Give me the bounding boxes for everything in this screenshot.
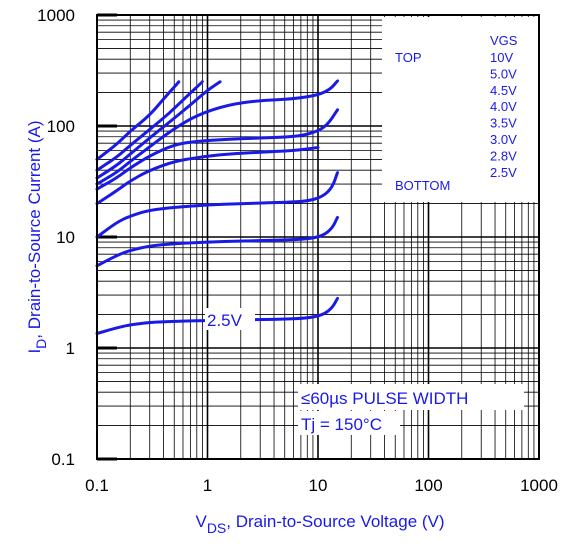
x-tick-label: 0.1 (85, 476, 109, 495)
legend-bottom-label: BOTTOM (395, 178, 450, 193)
y-axis-title-sub: D (33, 339, 49, 349)
curve-label: 2.5V (207, 311, 243, 330)
x-tick-label: 100 (414, 476, 442, 495)
y-tick-label: 100 (47, 117, 75, 136)
series-line-4-5v (95, 80, 222, 180)
legend-heading: VGS (490, 33, 518, 48)
series-group (95, 79, 339, 335)
legend-entry: 4.5V (490, 83, 517, 98)
x-axis-title-sub: DS (207, 520, 226, 536)
temperature-annotation: Tj = 150°C (301, 415, 382, 434)
x-axis-title: VDS, Drain-to-Source Voltage (V) (195, 512, 444, 536)
pulse-width-annotation: ≤60µs PULSE WIDTH (301, 389, 468, 408)
y-tick-label: 1000 (37, 6, 75, 25)
x-axis-title-main: V (195, 512, 207, 531)
legend-entry: 10V (490, 50, 513, 65)
legend-entry: 5.0V (490, 66, 517, 81)
x-tick-label: 10 (309, 476, 328, 495)
legend-entry: 4.0V (490, 99, 517, 114)
x-tick-label: 1000 (520, 476, 558, 495)
legend-entry: 3.5V (490, 116, 517, 131)
y-tick-label: 1 (66, 339, 75, 358)
series-line-3-5v (95, 108, 339, 191)
series-line-10v (95, 80, 181, 161)
temp-annotation-bg (298, 411, 400, 435)
legend: VGS TOP BOTTOM 10V 5.0V 4.5V 4.0V 3.5V 3… (395, 33, 518, 193)
plot-frame (96, 14, 540, 460)
legend-entry: 2.5V (490, 165, 517, 180)
pulse-annotation-bg (298, 384, 524, 410)
legend-background (382, 17, 538, 202)
y-axis-title-main: I (25, 349, 44, 354)
series-line-3-0v (95, 146, 320, 206)
x-tick-label: 1 (203, 476, 212, 495)
curve-label-bg (205, 308, 255, 330)
annotation-background (205, 308, 524, 435)
y-tick-label: 10 (56, 228, 75, 247)
x-axis-title-rest: , Drain-to-Source Voltage (V) (226, 512, 444, 531)
legend-entry: 3.0V (490, 132, 517, 147)
series-line-2-8v (95, 171, 339, 239)
legend-entry: 2.8V (490, 148, 517, 163)
series-line-4-0v (95, 79, 339, 186)
series-line-5-0v (95, 80, 204, 172)
series-line-2-5v (95, 215, 339, 268)
tick-labels: 0.1 1 10 100 1000 0.1 1 10 100 1000 (37, 6, 558, 495)
y-tick-label: 0.1 (51, 450, 75, 469)
y-axis-title: ID, Drain-to-Source Current (A) (25, 120, 49, 353)
annotations: ≤60µs PULSE WIDTH Tj = 150°C 2.5V (207, 311, 468, 434)
legend-box (382, 17, 538, 202)
y-axis-title-rest: , Drain-to-Source Current (A) (25, 120, 44, 338)
legend-top-label: TOP (395, 50, 422, 65)
